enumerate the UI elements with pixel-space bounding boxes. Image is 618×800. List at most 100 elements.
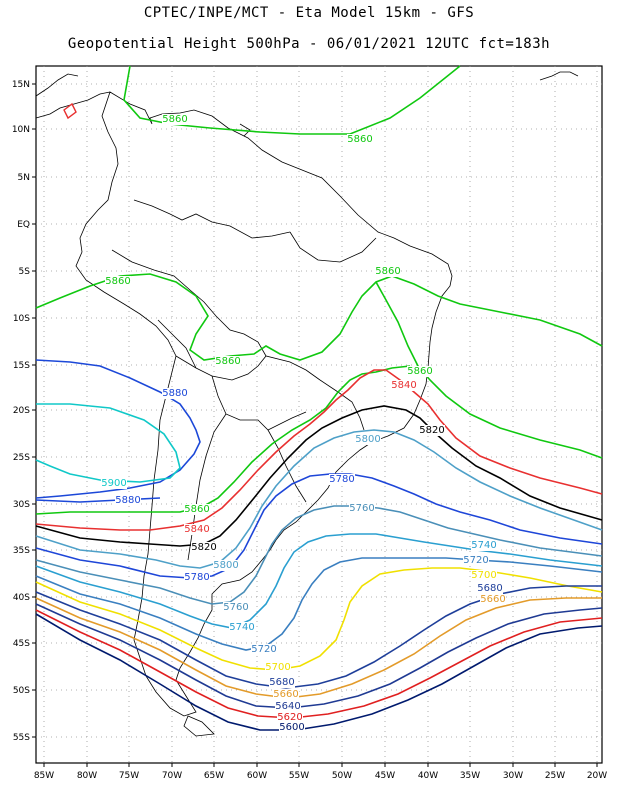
contour-label-bg	[162, 114, 188, 125]
contour-label-bg	[215, 356, 241, 367]
lon-tick-label: 85W	[34, 771, 54, 781]
contour-labels: 5860 5860 5860 5860 5860 5860 5860 5880 5880 5900…	[101, 114, 506, 733]
contour-label: 5780	[329, 474, 354, 485]
lon-tick-label: 25W	[545, 771, 565, 781]
contour-label: 5860	[184, 504, 209, 515]
lon-tick-label: 75W	[119, 771, 139, 781]
contour-label: 5760	[223, 602, 248, 613]
contour-label-bg	[407, 366, 433, 377]
contour-label-bg	[471, 570, 497, 581]
contour-label: 5860	[162, 114, 187, 125]
contour-label-bg	[375, 266, 401, 277]
lon-tick-label: 80W	[77, 771, 97, 781]
lat-tick-label: 45S	[13, 639, 30, 649]
contour-label: 5720	[463, 555, 488, 566]
contour-label: 5840	[391, 380, 416, 391]
contour-label-bg	[251, 644, 277, 655]
contour-label: 5900	[101, 478, 126, 489]
coastlines	[35, 71, 579, 737]
contour-label: 5700	[265, 662, 290, 673]
contour-label-bg	[184, 524, 210, 535]
contour-label: 5820	[419, 425, 444, 436]
lon-tick-label: 40W	[418, 771, 438, 781]
contour-label: 5840	[184, 524, 209, 535]
contour-label: 5680	[477, 583, 502, 594]
contour-label-bg	[105, 276, 131, 287]
lon-tick-label: 65W	[204, 771, 224, 781]
contour-label: 5680	[269, 677, 294, 688]
contour-label-bg	[463, 555, 489, 566]
contour-label: 5880	[115, 495, 140, 506]
contour-label: 5860	[105, 276, 130, 287]
contour-label: 5760	[349, 503, 374, 514]
lat-tick-label: 25S	[13, 453, 30, 463]
contour-label-bg	[269, 677, 295, 688]
contour-label: 5860	[347, 134, 372, 145]
lat-tick-label: 15S	[13, 361, 30, 371]
contour-label: 5780	[184, 572, 209, 583]
lon-tick-label: 60W	[247, 771, 267, 781]
lon-tick-label: 30W	[503, 771, 523, 781]
contour-label: 5700	[471, 570, 496, 581]
contour-label-bg	[329, 474, 355, 485]
contour-label: 5860	[407, 366, 432, 377]
lon-tick-label: 70W	[162, 771, 182, 781]
contour-label-bg	[184, 504, 210, 515]
contour-label-bg	[480, 594, 506, 605]
lat-tick-label: 15N	[12, 80, 30, 90]
contour-label: 5660	[480, 594, 505, 605]
contour-label: 5740	[229, 622, 254, 633]
lat-tick-label: 5N	[18, 173, 30, 183]
contour-label: 5860	[215, 356, 240, 367]
contour-label-bg	[391, 380, 417, 391]
lat-tick-label: 10N	[12, 125, 30, 135]
lon-tick-label: 20W	[587, 771, 607, 781]
lat-tick-label: 40S	[13, 593, 30, 603]
contour-label-bg	[213, 560, 239, 571]
contour-label: 5720	[251, 644, 276, 655]
contour-label-bg	[347, 134, 373, 145]
contour-label-bg	[277, 712, 303, 723]
lon-tick-label: 55W	[289, 771, 309, 781]
contour-label-bg	[191, 542, 217, 553]
lat-tick-label: EQ	[17, 220, 30, 230]
lat-tick-label: 10S	[13, 314, 30, 324]
contour-label-bg	[273, 689, 299, 700]
contour-label: 5820	[191, 542, 216, 553]
lat-tick-label: 35S	[13, 546, 30, 556]
map-title-line-1: CPTEC/INPE/MCT - Eta Model 15km - GFS	[143, 5, 475, 21]
contour-label: 5600	[279, 722, 304, 733]
contour-label: 5620	[277, 712, 302, 723]
contour-label-bg	[279, 722, 305, 733]
axis-ticks: 15N 10N 5N EQ 5S 10S 15S 20S 25S 30S 35S 40S 45S 50S 5…	[12, 80, 607, 781]
contour-label-bg	[223, 602, 249, 613]
map-frame	[35, 65, 603, 764]
contour-label: 5860	[375, 266, 400, 277]
contour-label: 5800	[355, 434, 380, 445]
lat-tick-label: 5S	[19, 267, 31, 277]
contour-label-bg	[349, 503, 375, 514]
lon-tick-label: 50W	[332, 771, 352, 781]
contour-label-bg	[115, 495, 141, 506]
contour-label: 5880	[162, 388, 187, 399]
lat-tick-label: 50S	[13, 686, 30, 696]
lat-tick-label: 30S	[13, 500, 30, 510]
contour-label: 5660	[273, 689, 298, 700]
contour-label: 5740	[471, 540, 496, 551]
contour-label-bg	[101, 478, 127, 489]
height-contours	[35, 65, 603, 731]
lon-tick-label: 35W	[460, 771, 480, 781]
lat-tick-label: 55S	[13, 733, 30, 743]
contour-label-bg	[477, 583, 503, 594]
contour-label-bg	[229, 622, 255, 633]
contour-label-bg	[265, 662, 291, 673]
contour-label: 5800	[213, 560, 238, 571]
lat-tick-label: 20S	[13, 406, 30, 416]
contour-label: 5640	[275, 701, 300, 712]
contour-label-bg	[275, 701, 301, 712]
map-title-line-2: Geopotential Height 500hPa - 06/01/2021 …	[67, 36, 551, 52]
contour-label-bg	[184, 572, 210, 583]
contour-label-bg	[471, 540, 497, 551]
contour-label-bg	[355, 434, 381, 445]
